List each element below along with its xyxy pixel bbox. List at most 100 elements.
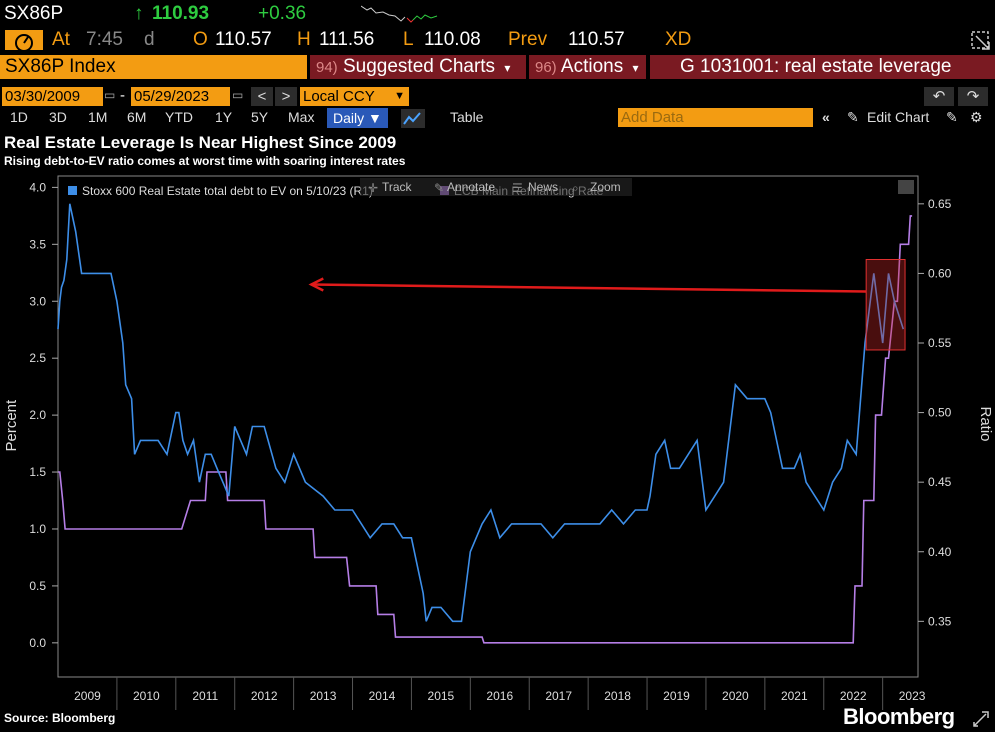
actions-menu[interactable]: 96) Actions ▾ — [529, 55, 646, 79]
x-tick-label: 2020 — [722, 689, 749, 703]
security-field[interactable]: SX86P Index — [0, 55, 307, 79]
frequency-dropdown[interactable]: Daily ▼ — [327, 108, 388, 128]
quote-time: 7:45 — [86, 29, 123, 50]
chart-title: Real Estate Leverage Is Near Highest Sin… — [4, 133, 397, 152]
x-tick-label: 2014 — [369, 689, 396, 703]
forward-arrow-button[interactable]: > — [275, 87, 297, 106]
period-5y[interactable]: 5Y — [251, 109, 269, 125]
y-tick-label-left: 3.0 — [29, 294, 46, 308]
chart-id-text: G 1031001: real estate leverage — [680, 56, 952, 77]
highlight-box — [865, 259, 906, 351]
currency-select[interactable]: Local CCY ▼ — [300, 87, 409, 106]
prev-value: 110.57 — [568, 29, 625, 50]
net-change: +0.36 — [258, 3, 307, 24]
add-data-input[interactable]: Add Data — [618, 108, 813, 127]
at-label: At — [52, 29, 70, 50]
quote-bar: At 7:45 d O 110.57 H 111.56 L 110.08 Pre… — [0, 28, 995, 52]
zoom-button[interactable]: Zoom — [590, 180, 621, 194]
svg-text:☰: ☰ — [512, 181, 523, 195]
calendar-icon[interactable]: ▭ — [232, 88, 244, 102]
period-1y[interactable]: 1Y — [215, 109, 233, 125]
xd-flag: XD — [665, 29, 692, 50]
period-ytd[interactable]: YTD — [165, 109, 193, 125]
x-tick-label: 2017 — [545, 689, 572, 703]
high-value: 111.56 — [319, 29, 375, 50]
expand-icon[interactable] — [970, 708, 992, 730]
x-tick-label: 2021 — [781, 689, 808, 703]
suggested-charts-menu[interactable]: 94) Suggested Charts ▾ — [310, 55, 526, 79]
pencil-icon[interactable]: ✎ — [847, 109, 859, 125]
source-note: Source: Bloomberg — [4, 711, 116, 725]
y-axis-label-right: Ratio — [977, 407, 994, 442]
calendar-icon[interactable]: ▭ — [104, 88, 116, 102]
chevron-down-icon: ▾ — [504, 61, 511, 75]
open-label: O — [193, 29, 208, 50]
x-tick-label: 2013 — [310, 689, 337, 703]
chart-menu-icon[interactable] — [898, 180, 914, 194]
y-tick-label-left: 2.0 — [29, 408, 46, 422]
series-line-debt-to-ev[interactable] — [57, 203, 905, 623]
period-6m[interactable]: 6M — [127, 109, 147, 125]
chevron-down-icon: ▾ — [632, 61, 639, 75]
gear-icon[interactable]: ⚙ — [970, 109, 983, 125]
y-axis-label-left: Percent — [3, 399, 20, 452]
last-price: 110.93 — [152, 3, 210, 24]
annotate-button[interactable]: Annotate — [447, 180, 495, 194]
back-arrow-button[interactable]: < — [251, 87, 273, 106]
start-date-input[interactable]: 03/30/2009 — [2, 87, 103, 106]
popout-icon[interactable] — [970, 30, 992, 52]
suggested-charts-number: 94) — [316, 59, 338, 76]
y-tick-label-left: 4.0 — [29, 180, 46, 194]
date-separator: - — [120, 87, 125, 104]
series-line-ecb-rate[interactable] — [58, 215, 913, 644]
track-button[interactable]: Track — [382, 180, 413, 194]
svg-text:✎: ✎ — [434, 181, 444, 195]
currency-value: Local CCY — [303, 88, 375, 105]
x-axis: 2009 2010 2011 2012 2013 2014 2015 2016 2017 2018… — [74, 689, 926, 703]
news-button[interactable]: News — [528, 180, 558, 194]
collapse-icon[interactable]: « — [822, 109, 830, 125]
period-max[interactable]: Max — [288, 109, 315, 125]
undo-icon[interactable]: ↶ — [924, 87, 954, 106]
svg-text:⌕: ⌕ — [572, 181, 579, 195]
y-tick-label-right: 0.55 — [928, 336, 952, 350]
plot-frame — [57, 175, 919, 678]
gauge-icon[interactable] — [5, 30, 43, 50]
x-tick-label: 2018 — [604, 689, 631, 703]
y-tick-label-left: 3.5 — [29, 237, 46, 251]
chart-id-label[interactable]: G 1031001: real estate leverage — [650, 55, 995, 79]
period-3d[interactable]: 3D — [49, 109, 67, 125]
table-button[interactable]: Table — [450, 109, 484, 125]
up-arrow-icon: ↑ — [134, 3, 144, 24]
svg-text:✛: ✛ — [368, 181, 378, 195]
x-tick-label: 2015 — [428, 689, 455, 703]
chart-area[interactable]: 0.0 0.5 1.0 1.5 2.0 2.5 3.0 3.5 4.0 0.35 0.40 0.45… — [0, 170, 995, 710]
chevron-down-icon: ▼ — [394, 90, 405, 102]
y-tick-label-right: 0.65 — [928, 197, 952, 211]
period-bar: 1D 3D 1M 6M YTD 1Y 5Y Max Daily ▼ Table … — [0, 107, 995, 129]
period-1d[interactable]: 1D — [10, 109, 28, 125]
redo-icon[interactable]: ↷ — [958, 87, 988, 106]
period-1m[interactable]: 1M — [88, 109, 108, 125]
security-bar: SX86P Index 94) Suggested Charts ▾ 96) A… — [0, 55, 995, 80]
line-chart-icon[interactable] — [401, 109, 425, 128]
y-tick-label-left: 1.0 — [29, 522, 46, 536]
end-date-input[interactable]: 05/29/2023 — [131, 87, 230, 106]
y-tick-label-right: 0.60 — [928, 266, 952, 280]
edit-settings-icon[interactable]: ✎ — [946, 109, 958, 125]
high-label: H — [297, 29, 311, 50]
open-value: 110.57 — [215, 29, 272, 50]
y-tick-label-left: 0.0 — [29, 636, 46, 650]
edit-chart-button[interactable]: Edit Chart — [867, 109, 930, 125]
right-axis: 0.35 0.40 0.45 0.50 0.55 0.60 0.65 — [918, 197, 952, 628]
ticker-symbol[interactable]: SX86P — [4, 3, 64, 24]
x-tick-label: 2009 — [74, 689, 101, 703]
x-tick-label: 2016 — [486, 689, 513, 703]
sparkline-icon — [361, 5, 438, 23]
bloomberg-logo: Bloomberg — [843, 704, 955, 729]
x-tick-label: 2012 — [251, 689, 278, 703]
legend-label-debt-to-ev: Stoxx 600 Real Estate total debt to EV o… — [82, 184, 373, 198]
y-tick-label-right: 0.40 — [928, 545, 952, 559]
y-tick-label-left: 1.5 — [29, 465, 46, 479]
low-label: L — [403, 29, 414, 50]
